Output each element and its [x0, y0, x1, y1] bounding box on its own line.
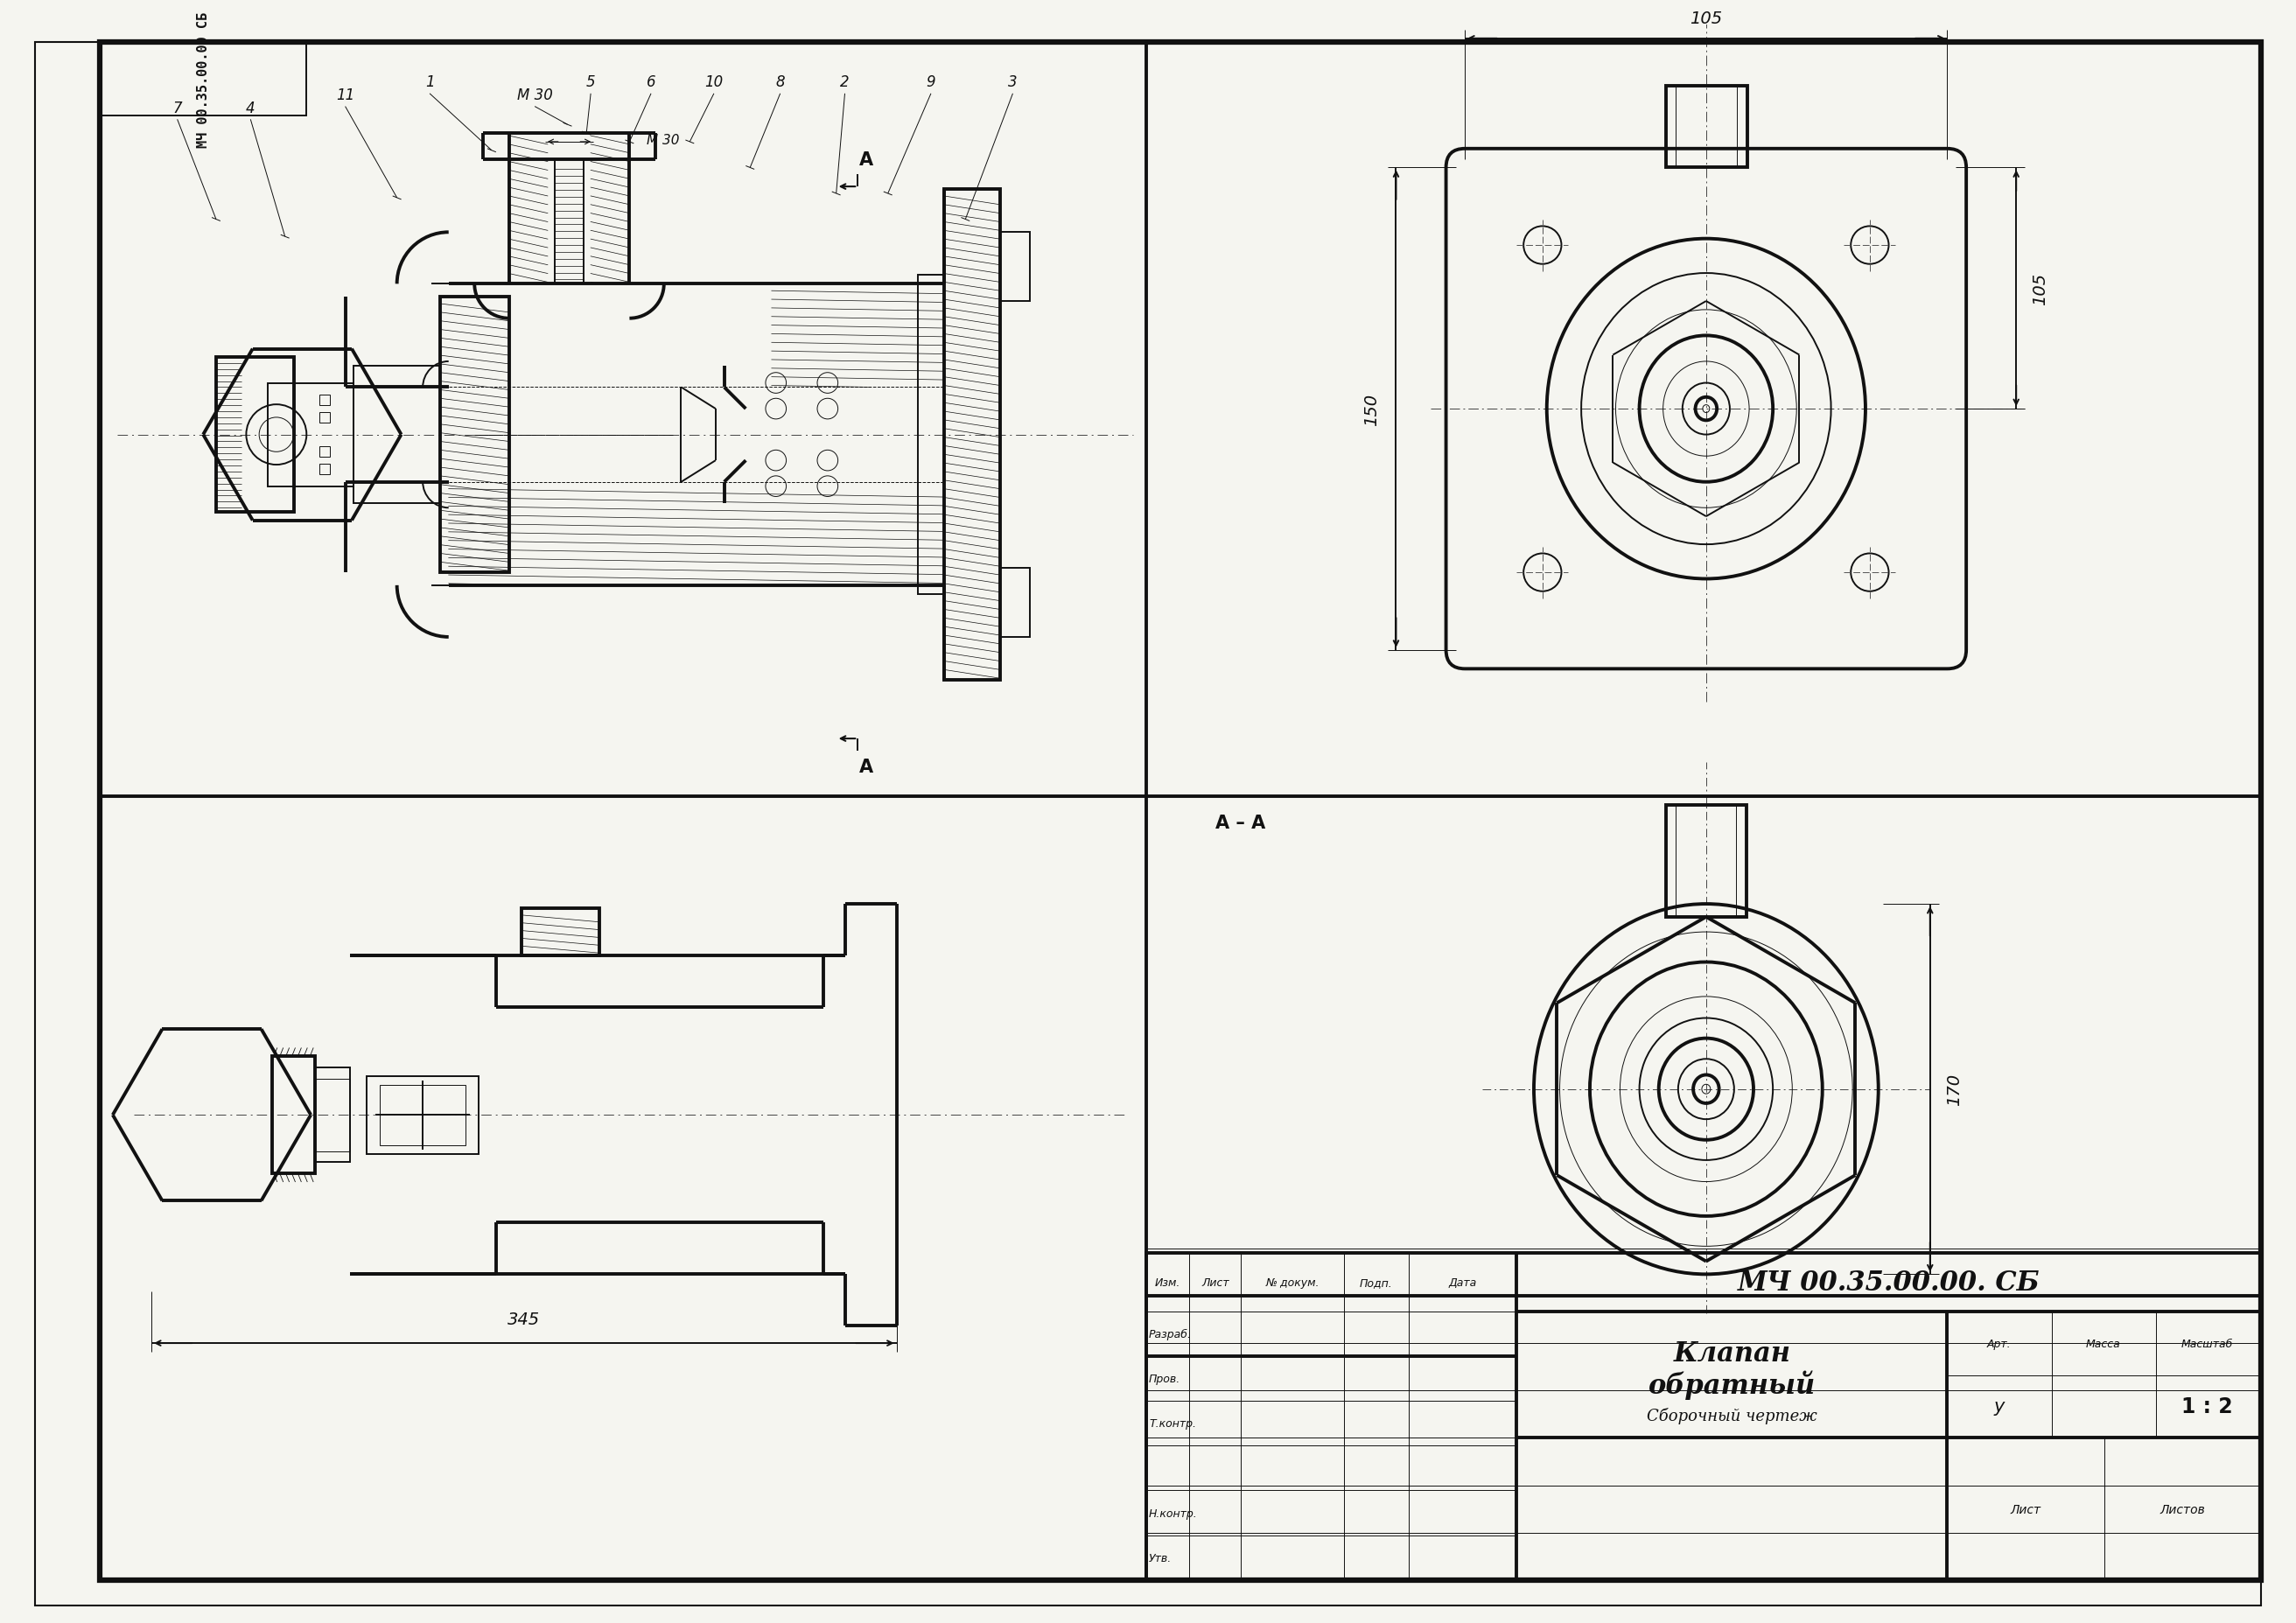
Text: 150: 150: [1364, 393, 1380, 425]
Text: Клапан: Клапан: [1674, 1339, 1791, 1367]
Text: обратный: обратный: [1649, 1370, 1816, 1399]
Text: 170: 170: [1947, 1073, 1963, 1105]
Bar: [1665, 86, 1747, 169]
Text: МЧ 00.35.00.00 СБ: МЧ 00.35.00.00 СБ: [197, 11, 209, 148]
Text: Утв.: Утв.: [1148, 1552, 1171, 1563]
Text: Н.контр.: Н.контр.: [1148, 1508, 1199, 1519]
Bar: [1146, 1253, 2262, 1579]
Text: 6: 6: [647, 75, 657, 91]
Text: у: у: [1993, 1397, 2004, 1415]
Bar: [999, 568, 1031, 638]
Bar: [216, 357, 294, 513]
Text: 105: 105: [2032, 273, 2048, 305]
Bar: [521, 909, 599, 956]
Text: А – А: А – А: [1215, 813, 1265, 831]
Text: 1 : 2: 1 : 2: [2181, 1396, 2234, 1417]
Text: Масштаб: Масштаб: [2181, 1337, 2234, 1349]
Text: А: А: [859, 758, 872, 776]
Bar: [319, 448, 331, 458]
Text: № докум.: № докум.: [1265, 1276, 1320, 1287]
Bar: [319, 396, 331, 406]
Text: МЧ 00.35.00.00. СБ: МЧ 00.35.00.00. СБ: [1738, 1269, 2039, 1295]
Bar: [319, 412, 331, 424]
Bar: [315, 1079, 349, 1151]
Bar: [918, 276, 944, 594]
Bar: [441, 297, 510, 573]
Bar: [1676, 86, 1738, 169]
Bar: [271, 1057, 315, 1173]
Bar: [319, 464, 331, 476]
Text: 105: 105: [1690, 10, 1722, 28]
Text: Т.контр.: Т.контр.: [1148, 1417, 1196, 1428]
Text: Пров.: Пров.: [1148, 1373, 1180, 1384]
Text: 9: 9: [925, 75, 934, 91]
Text: Разраб.: Разраб.: [1148, 1328, 1192, 1339]
Text: Листов: Листов: [2161, 1503, 2204, 1514]
Text: А: А: [859, 151, 872, 169]
Text: 3: 3: [1008, 75, 1017, 91]
Bar: [354, 367, 441, 505]
Text: 345: 345: [507, 1311, 540, 1328]
Text: Лист: Лист: [1201, 1276, 1228, 1287]
Text: 4: 4: [246, 101, 255, 115]
Text: М 30: М 30: [647, 135, 680, 148]
Bar: [999, 232, 1031, 302]
Text: Дата: Дата: [1449, 1276, 1476, 1287]
Text: Лист: Лист: [2011, 1503, 2041, 1514]
Text: Подп.: Подп.: [1359, 1276, 1394, 1287]
Text: 8: 8: [776, 75, 785, 91]
Bar: [315, 1068, 349, 1162]
Text: Масса: Масса: [2085, 1337, 2122, 1349]
Bar: [1676, 805, 1736, 917]
Bar: [1665, 805, 1747, 917]
Bar: [99, 42, 305, 117]
Text: М 30: М 30: [517, 88, 553, 102]
Text: 7: 7: [172, 101, 181, 115]
Text: 1: 1: [425, 75, 434, 91]
Text: Арт.: Арт.: [1986, 1337, 2011, 1349]
Text: 2: 2: [840, 75, 850, 91]
Text: Сборочный чертеж: Сборочный чертеж: [1646, 1407, 1816, 1423]
Bar: [269, 383, 354, 487]
Text: 5: 5: [585, 75, 595, 91]
Bar: [379, 1086, 466, 1146]
Text: 10: 10: [705, 75, 723, 91]
Text: Изм.: Изм.: [1155, 1276, 1180, 1287]
Bar: [367, 1076, 480, 1154]
Text: 11: 11: [335, 88, 354, 102]
Bar: [944, 190, 999, 680]
